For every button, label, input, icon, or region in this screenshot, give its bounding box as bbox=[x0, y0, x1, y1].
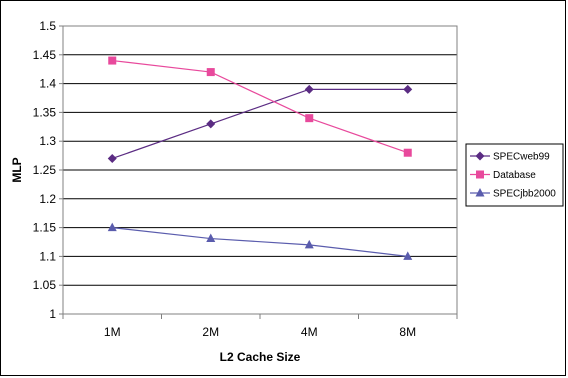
legend: SPECweb99 Database SPECjbb2000 bbox=[465, 143, 564, 207]
data-point-database bbox=[403, 148, 412, 157]
legend-label-database: Database bbox=[493, 170, 536, 181]
data-point-specjbb2000 bbox=[107, 222, 117, 232]
y-tick-label: 1.05 bbox=[33, 278, 57, 292]
data-point-specweb99 bbox=[107, 153, 117, 163]
y-tick-label: 1.3 bbox=[39, 134, 56, 148]
y-tick-label: 1.15 bbox=[33, 221, 57, 235]
x-tick-label: 2M bbox=[202, 325, 219, 339]
y-tick-label: 1.4 bbox=[39, 77, 56, 91]
data-point-specjbb2000 bbox=[304, 239, 314, 249]
data-point-specweb99 bbox=[403, 84, 413, 94]
legend-marker-specweb99 bbox=[475, 151, 485, 161]
y-axis-title: MLP bbox=[10, 157, 24, 182]
data-point-database bbox=[305, 114, 314, 123]
series-layer bbox=[107, 56, 413, 260]
legend-marker-database bbox=[476, 170, 484, 179]
data-point-specweb99 bbox=[206, 119, 216, 129]
legend-label-specjbb2000: SPECjbb2000 bbox=[493, 189, 556, 200]
legend-label-specweb99: SPECweb99 bbox=[493, 152, 550, 163]
data-point-specweb99 bbox=[304, 84, 314, 94]
x-tick-label: 4M bbox=[301, 325, 318, 339]
y-tick-label: 1.5 bbox=[39, 19, 56, 33]
x-tick-label: 1M bbox=[104, 325, 121, 339]
series-line-specjbb2000 bbox=[112, 227, 408, 257]
legend-marker-specjbb2000 bbox=[475, 188, 485, 197]
y-tick-label: 1.45 bbox=[33, 48, 57, 62]
x-axis-title: L2 Cache Size bbox=[220, 350, 301, 364]
y-tick-label: 1 bbox=[49, 307, 56, 321]
y-tick-label: 1.2 bbox=[39, 192, 56, 206]
data-point-specjbb2000 bbox=[206, 233, 216, 243]
axes: 1 1.05 1.1 1.15 1.2 1.25 1.3 1.35 1.4 1.45 1.5 1M 2M… bbox=[33, 19, 458, 339]
y-tick-label: 1.25 bbox=[33, 163, 57, 177]
data-point-specjbb2000 bbox=[403, 251, 413, 260]
y-tick-label: 1.35 bbox=[33, 105, 57, 119]
series-line-database bbox=[112, 59, 408, 154]
y-tick-label: 1.1 bbox=[39, 249, 56, 263]
data-point-database bbox=[108, 56, 117, 65]
series-line-specweb99 bbox=[112, 88, 408, 160]
x-tick-label: 8M bbox=[399, 325, 416, 339]
data-point-database bbox=[206, 68, 215, 77]
